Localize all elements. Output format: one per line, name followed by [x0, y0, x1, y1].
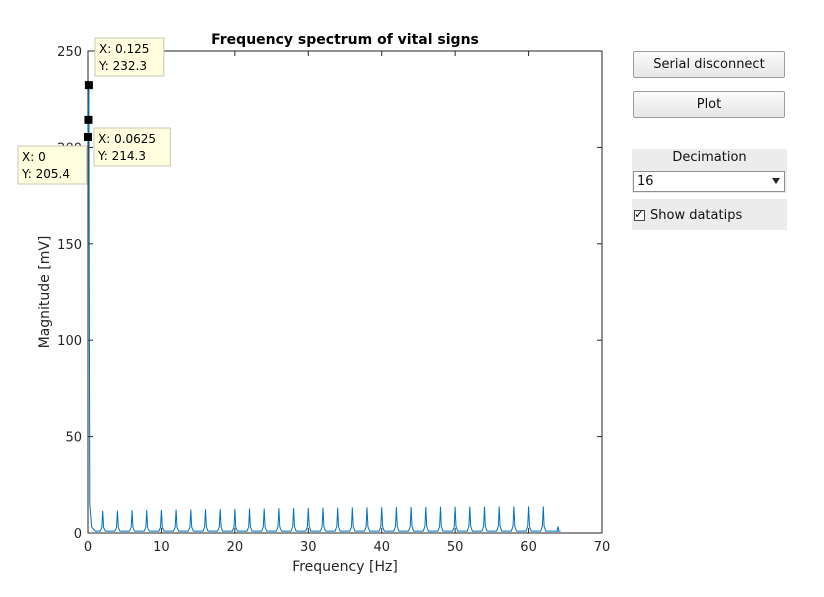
x-tick-label: 10 [153, 540, 170, 555]
datatip-marker[interactable] [84, 81, 93, 90]
datatip-y-text: Y: 232.3 [98, 59, 147, 73]
spectrum-series [87, 85, 561, 532]
datatip-y-text: Y: 214.3 [97, 149, 146, 163]
datatip-y-text: Y: 205.4 [21, 167, 70, 181]
x-tick-label: 60 [520, 540, 537, 555]
show-datatips-label: Show datatips [650, 207, 743, 223]
datatip-box [17, 145, 88, 185]
decimation-label: Decimation [672, 150, 747, 165]
y-tick-label: 0 [74, 527, 82, 542]
series-line [87, 85, 561, 532]
datatip-box [93, 127, 171, 167]
checkmark-icon: ✓ [634, 206, 645, 221]
dropdown-arrow-icon [772, 178, 780, 184]
decimation-value: 16 [637, 174, 654, 189]
datatip-x-text: X: 0.0625 [98, 132, 156, 146]
x-axis-label: Frequency [Hz] [292, 559, 398, 575]
x-tick-label: 30 [300, 540, 317, 555]
chart-title: Frequency spectrum of vital signs [211, 32, 479, 48]
y-tick-label: 50 [65, 431, 82, 446]
show-datatips-checkbox[interactable]: ✓ [634, 206, 645, 221]
x-tick-label: 0 [84, 540, 92, 555]
datatip-marker[interactable] [84, 132, 92, 141]
x-tick-label: 50 [447, 540, 464, 555]
x-tick-label: 70 [594, 540, 611, 555]
y-tick-label: 100 [57, 334, 82, 349]
datatips-panel [632, 199, 787, 230]
x-tick-label: 20 [227, 540, 244, 555]
datatip-box [94, 37, 165, 77]
serial-disconnect-button[interactable]: Serial disconnect [633, 51, 785, 78]
decimation-select[interactable]: 16 [633, 171, 785, 192]
datatip-x-text: X: 0 [22, 150, 46, 164]
show-datatips-row[interactable]: ✓ Show datatips [634, 206, 742, 224]
datatip-x-text: X: 0.125 [99, 42, 149, 56]
datatips: X: 0.125 Y: 232.3 X: 0.0625 Y: 214.3 X: 0 Y: … [17, 37, 171, 185]
x-axis-ticks: 0 10 20 30 40 50 60 70 [84, 51, 610, 555]
datatip-marker[interactable] [84, 115, 93, 124]
plot-button[interactable]: Plot [633, 91, 785, 118]
y-tick-label: 150 [57, 238, 82, 253]
plot-area [87, 50, 603, 534]
y-axis-label: Magnitude [mV] [37, 236, 53, 349]
y-tick-label: 250 [57, 45, 82, 60]
x-tick-label: 40 [373, 540, 390, 555]
